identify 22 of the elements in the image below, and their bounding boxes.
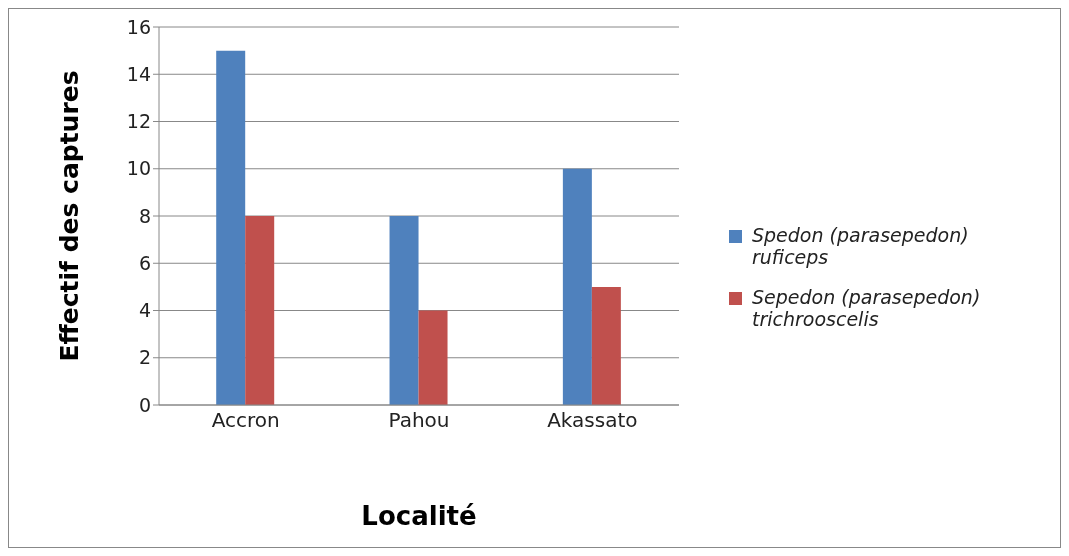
bar bbox=[562, 168, 592, 405]
legend-label: Spedon (parasepedon) ruficeps bbox=[752, 224, 970, 268]
y-tick-label: 8 bbox=[138, 204, 151, 227]
bar bbox=[389, 216, 419, 405]
y-tick-label: 14 bbox=[126, 63, 151, 85]
y-tick-label: 6 bbox=[138, 251, 151, 274]
y-axis-title: Effectif des captures bbox=[54, 70, 84, 362]
bar bbox=[216, 50, 246, 405]
y-tick-label: 0 bbox=[138, 393, 151, 416]
legend-label: Sepedon (parasepedon) trichrooscelis bbox=[752, 286, 982, 330]
bar bbox=[418, 310, 448, 405]
x-tick-label: Akassato bbox=[547, 408, 638, 433]
y-tick-label: 2 bbox=[138, 346, 151, 369]
y-tick-label: 16 bbox=[126, 15, 151, 38]
y-tick-label: 10 bbox=[126, 157, 151, 180]
x-tick-label: Pahou bbox=[388, 408, 450, 433]
bar bbox=[245, 216, 275, 405]
y-tick-label: 12 bbox=[126, 110, 151, 133]
x-tick-label: Accron bbox=[211, 408, 280, 433]
y-tick-label: 4 bbox=[138, 299, 151, 322]
x-axis-title: Localité bbox=[361, 501, 477, 531]
bar bbox=[591, 286, 621, 405]
